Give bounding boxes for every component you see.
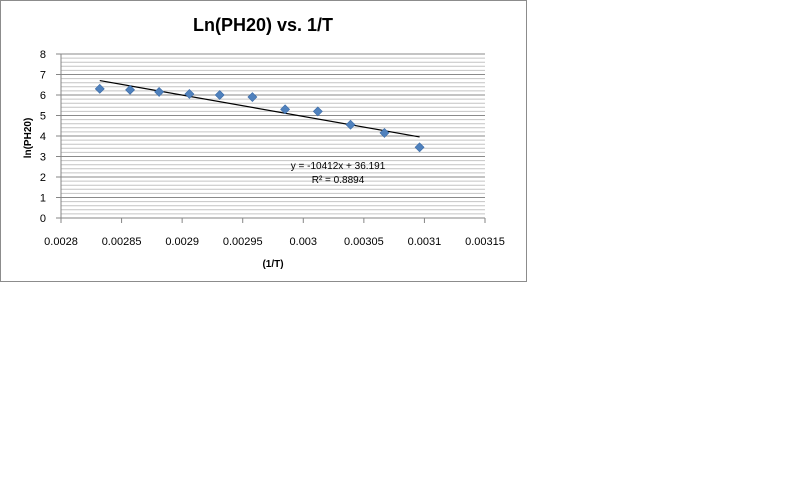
data-points: [94, 83, 425, 153]
x-tick-label: 0.0031: [408, 236, 442, 248]
x-axis-title: (1/T): [262, 259, 283, 270]
data-point: [214, 90, 225, 100]
data-point: [312, 106, 323, 117]
data-point: [184, 89, 195, 99]
x-tick-label: 0.0028: [44, 236, 78, 248]
y-tick-label: 0: [40, 213, 46, 225]
y-tick-label: 4: [40, 131, 46, 143]
y-tick-label: 3: [40, 152, 46, 164]
data-point: [414, 142, 425, 153]
data-point: [94, 83, 105, 94]
data-point: [379, 128, 390, 138]
chart-area: Ln(PH20) vs. 1/T 0.0028 0.00285 0.0029 0.00…: [0, 0, 527, 282]
y-tick-label: 2: [40, 172, 46, 184]
y-tick-label: 1: [40, 193, 46, 205]
y-tick-label: 7: [40, 70, 46, 82]
x-tick-labels: 0.0028 0.00285 0.0029 0.00295 0.003 0.00305 0.…: [44, 236, 505, 248]
x-tick-label: 0.00295: [223, 236, 263, 248]
x-tick-label: 0.003: [290, 236, 318, 248]
data-point: [280, 104, 291, 115]
y-tick-label: 6: [40, 90, 46, 102]
data-point: [345, 119, 356, 130]
x-tick-label: 0.0029: [165, 236, 199, 248]
gridlines: [61, 53, 485, 215]
chart-title: Ln(PH20) vs. 1/T: [193, 15, 333, 35]
trendline-group: [99, 79, 420, 138]
y-tick-labels: 0 1 2 3 4 5 6 7 8: [40, 49, 46, 225]
axes: [56, 53, 486, 223]
y-tick-label: 8: [40, 49, 46, 61]
x-tick-label: 0.00285: [102, 236, 142, 248]
data-point: [125, 84, 135, 95]
x-tick-label: 0.00305: [344, 236, 384, 248]
chart-svg: Ln(PH20) vs. 1/T 0.0028 0.00285 0.0029 0.00…: [23, 15, 505, 270]
trendline-r-squared: R² = 0.8894: [312, 175, 365, 186]
y-axis-title: ln(PH20): [23, 118, 34, 159]
data-point: [247, 92, 258, 102]
data-point: [154, 87, 165, 97]
trendline: [99, 79, 420, 138]
y-tick-label: 5: [40, 111, 46, 123]
x-tick-label: 0.00315: [465, 236, 505, 248]
trendline-equation: y = -10412x + 36.191: [291, 161, 386, 172]
